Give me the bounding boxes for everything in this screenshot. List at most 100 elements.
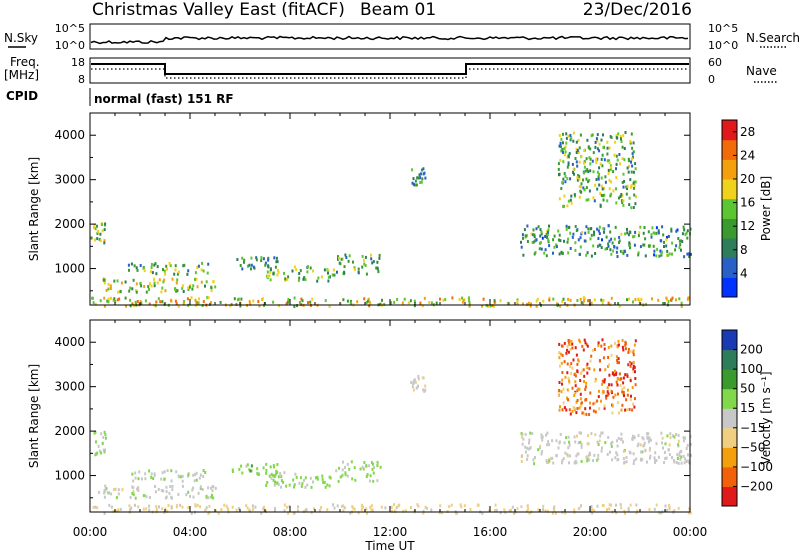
range-cell [598, 359, 601, 363]
range-cell [241, 267, 244, 271]
range-cell [129, 298, 132, 302]
range-cell [675, 298, 677, 302]
range-cell [589, 406, 591, 410]
range-cell [493, 300, 496, 304]
range-cell [629, 349, 632, 353]
range-cell [282, 480, 285, 484]
range-cell [654, 458, 657, 462]
range-cell [162, 280, 165, 284]
range-cell [598, 243, 601, 247]
range-cell [687, 460, 690, 464]
range-cell [312, 480, 314, 484]
range-cell [537, 448, 540, 452]
range-cell [624, 511, 626, 515]
range-cell [357, 511, 360, 515]
range-cell [593, 298, 596, 302]
range-cell [158, 278, 161, 282]
range-cell [363, 262, 366, 266]
range-cell [652, 244, 655, 248]
range-cell [625, 460, 628, 464]
range-cell [587, 230, 590, 234]
range-cell [231, 470, 234, 473]
range-cell [620, 437, 623, 441]
range-cell [526, 302, 529, 306]
range-cell [548, 296, 551, 300]
range-cell [602, 198, 605, 202]
range-cell [638, 231, 641, 235]
range-cell [625, 398, 628, 402]
range-cell [376, 260, 379, 264]
range-cell [283, 509, 286, 513]
range-cell [363, 461, 366, 464]
range-cell [103, 450, 106, 454]
range-cell [326, 508, 329, 512]
range-cell [551, 511, 554, 515]
range-cell [438, 511, 441, 515]
range-cell [175, 281, 178, 285]
time-axis: 00:00 04:00 08:00 12:00 16:00 20:00 00:00 [73, 525, 708, 539]
range-cell [596, 133, 599, 137]
range-cell [304, 278, 307, 282]
range-cell [598, 166, 601, 170]
range-cell [673, 460, 676, 464]
range-cell [602, 299, 605, 302]
range-cell [588, 453, 590, 457]
range-cell [675, 433, 678, 436]
range-cell [338, 466, 341, 470]
range-cell [681, 232, 684, 236]
range-cell [610, 165, 613, 169]
range-cell [267, 265, 270, 269]
range-cell [620, 408, 623, 412]
range-cell [575, 411, 578, 415]
range-cell [287, 275, 290, 279]
range-cell [579, 297, 582, 301]
range-cell [580, 182, 583, 186]
range-cell [421, 177, 424, 181]
range-cell [601, 446, 603, 450]
range-cell [566, 240, 569, 244]
range-cell [630, 206, 633, 210]
range-cell [669, 436, 672, 440]
range-cell [169, 485, 172, 488]
range-cell [616, 246, 619, 250]
range-cell [626, 393, 629, 397]
range-cell [617, 343, 620, 347]
range-cell [423, 171, 426, 175]
range-cell [195, 471, 198, 475]
range-cell [499, 511, 502, 515]
range-cell [653, 249, 656, 253]
range-cell [567, 350, 570, 354]
range-cell [557, 446, 560, 450]
range-cell [596, 244, 599, 248]
range-cell [157, 487, 160, 491]
colorbar-segment [722, 179, 737, 200]
range-cell [560, 361, 563, 365]
range-cell [635, 503, 638, 507]
range-cell [161, 471, 164, 475]
range-cell [572, 139, 575, 143]
range-cell [621, 403, 624, 407]
range-cell [558, 389, 561, 392]
range-cell [307, 265, 309, 269]
x-axis-label: Time UT [364, 539, 415, 553]
range-cell [190, 296, 193, 300]
range-cell [393, 509, 396, 513]
range-cell [624, 342, 627, 346]
range-cell [96, 506, 99, 510]
range-cell [520, 455, 523, 458]
range-cell [607, 159, 610, 163]
range-cell [587, 434, 589, 438]
range-cell [208, 302, 211, 306]
range-cell [548, 457, 551, 461]
range-cell [603, 158, 606, 162]
range-cell [526, 446, 529, 450]
range-cell [520, 505, 523, 509]
range-cell [407, 301, 410, 305]
range-cell [269, 278, 272, 282]
range-cell [636, 444, 639, 448]
range-cell [155, 505, 158, 508]
range-cell [320, 506, 323, 509]
range-cell [577, 138, 580, 142]
range-cell [628, 362, 631, 366]
range-cell [623, 179, 626, 183]
